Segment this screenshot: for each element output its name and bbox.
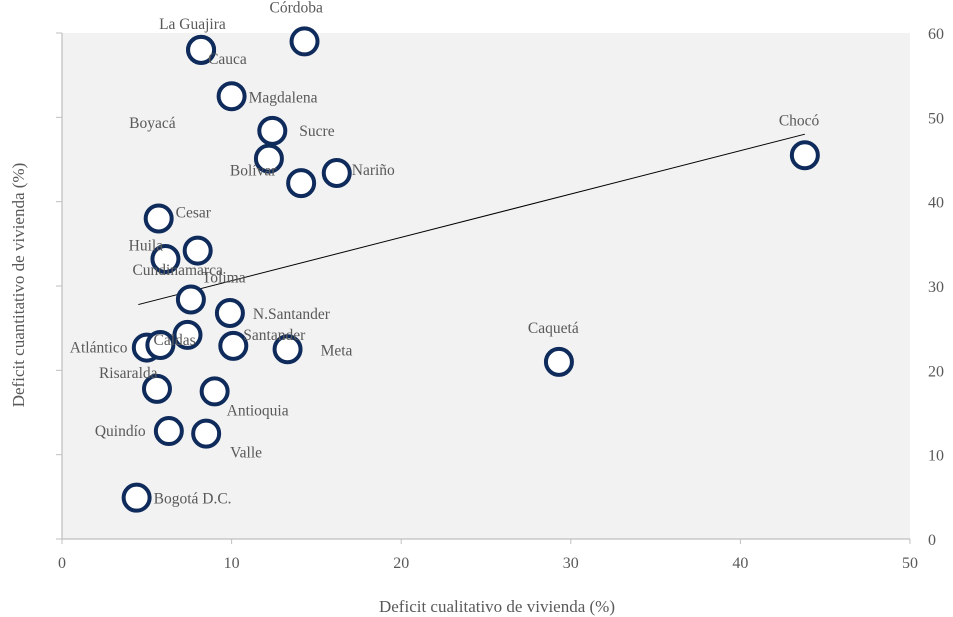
y-axis-title: Deficit cuantitativo de vivienda (%) [9,163,28,408]
data-point [153,416,184,447]
data-point [191,418,222,449]
point-label: Quindío [95,423,146,440]
point-label: Valle [230,445,262,462]
y-tick-label: 20 [928,363,944,380]
x-tick-label: 20 [393,555,409,572]
data-point [145,330,176,361]
data-point [218,330,249,361]
point-label: Caldas [154,332,196,349]
data-point [253,143,284,174]
point-label: N.Santander [253,306,331,323]
point-label: Cesar [176,205,212,222]
data-point [286,168,317,199]
data-point [214,297,245,328]
point-label: Córdoba [270,0,324,16]
x-tick-label: 10 [224,555,240,572]
x-tick-label: 30 [563,555,579,572]
x-tick-label: 40 [732,555,748,572]
y-tick-label: 30 [928,279,944,296]
data-point [543,346,574,377]
data-point [216,81,247,112]
point-label: Atlántico [70,340,128,357]
plot-background [62,33,910,539]
data-point [289,26,320,57]
tick-labels: 0 10 20 30 40 50 0 10 20 30 40 50 60 [56,26,944,572]
y-tick-label: 10 [928,448,944,465]
data-point [172,319,203,350]
point-label: Bolívar [230,163,277,180]
point-labels: Córdoba La Guajira Cauca Magdalena Sucre Bolí… [70,0,820,508]
y-tick-label: 60 [928,26,944,43]
x-tick-label: 0 [58,555,66,572]
data-point [121,482,152,513]
data-point [175,284,206,315]
point-label: Nariño [352,162,395,179]
y-tick-label: 40 [928,195,944,212]
data-point [186,34,217,65]
point-label: Meta [321,342,353,359]
point-label: Sucre [299,123,334,140]
point-label: La Guajira [159,16,226,33]
point-label: Santander [243,327,306,344]
data-point [150,244,181,275]
x-tick-label: 50 [902,555,918,572]
data-points [121,26,820,513]
x-axis-title: Deficit cualitativo de vivienda (%) [379,597,615,616]
point-label: Bogotá D.C. [154,491,232,508]
point-label: Boyacá [129,115,176,132]
data-point [143,203,174,234]
data-point [321,157,352,188]
trend-line [138,133,805,306]
y-tick-label: 0 [928,532,936,549]
point-label: Caquetá [528,320,579,337]
data-point [257,115,288,146]
point-label: Huila [129,238,164,255]
data-point [272,334,303,365]
point-label: Risaralda [99,365,158,382]
data-point [182,235,213,266]
point-label: Cundinamarca [132,262,223,279]
point-label: Cauca [208,51,247,68]
point-label: Magdalena [249,89,318,106]
point-label: Antioquia [227,402,289,419]
point-label: Chocó [779,112,820,129]
y-tick-label: 50 [928,110,944,127]
data-point [789,140,820,171]
data-point [199,376,230,407]
point-label: Tolima [202,269,246,286]
data-point [141,373,172,404]
